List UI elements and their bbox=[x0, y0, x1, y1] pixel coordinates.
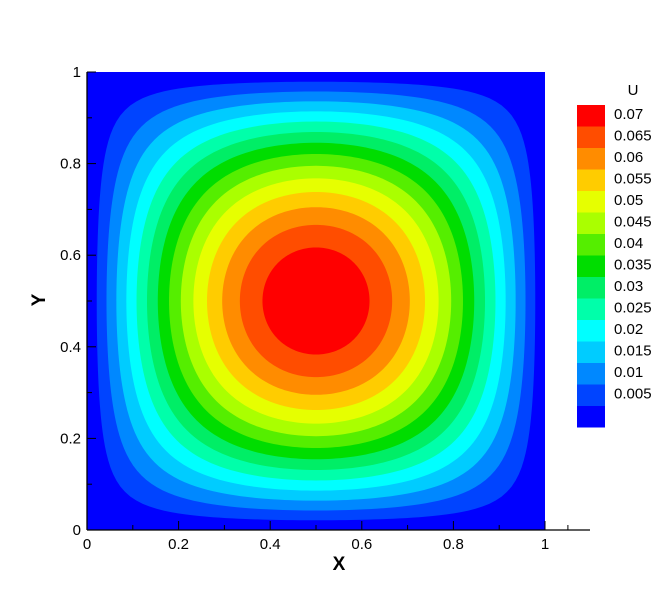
legend-swatch bbox=[577, 363, 605, 385]
y-tick-label: 1 bbox=[73, 64, 81, 81]
legend-label: 0.06 bbox=[614, 149, 643, 166]
color-legend: U 0.070.0650.060.0550.050.0450.040.0350.… bbox=[577, 82, 652, 428]
legend-label: 0.03 bbox=[614, 278, 643, 295]
legend-swatch bbox=[577, 234, 605, 256]
x-tick-label: 0.8 bbox=[443, 536, 464, 553]
legend-label: 0.035 bbox=[614, 257, 652, 274]
x-tick-label: 0 bbox=[83, 536, 91, 553]
contour-fill-layer bbox=[87, 72, 545, 530]
x-tick-label: 1 bbox=[541, 536, 549, 553]
legend-labels: 0.07 0.065 0.06 0.055 0.05 0.045 0.04 0.035 0.03… bbox=[614, 106, 652, 403]
y-tick-label: 0.2 bbox=[60, 430, 81, 447]
legend-swatch bbox=[577, 298, 605, 320]
y-axis-label: Y bbox=[29, 293, 50, 306]
contour-band-14 bbox=[262, 247, 370, 355]
legend-swatch bbox=[577, 255, 605, 277]
legend-label: 0.025 bbox=[614, 300, 652, 317]
legend-swatch bbox=[577, 384, 605, 406]
legend-label: 0.005 bbox=[614, 386, 652, 403]
legend-label: 0.04 bbox=[614, 235, 643, 252]
legend-swatch bbox=[577, 169, 605, 191]
legend-label: 0.05 bbox=[614, 192, 643, 209]
legend-swatches bbox=[577, 105, 605, 428]
legend-swatch bbox=[577, 126, 605, 148]
legend-swatch bbox=[577, 191, 605, 213]
y-tick-label: 0 bbox=[73, 522, 81, 539]
legend-swatch bbox=[577, 277, 605, 299]
y-axis-ticks: 0 0.2 0.4 0.6 0.8 1 bbox=[60, 64, 96, 539]
legend-swatch bbox=[577, 148, 605, 170]
x-axis-label: X bbox=[333, 554, 346, 575]
axes: 0 0.2 0.4 0.6 0.8 1 0 0.2 0.4 0.6 0.8 1 X Y bbox=[29, 64, 590, 575]
legend-swatch bbox=[577, 320, 605, 342]
legend-label: 0.065 bbox=[614, 128, 652, 145]
legend-label: 0.01 bbox=[614, 364, 643, 381]
legend-swatch bbox=[577, 406, 605, 428]
y-tick-label: 0.6 bbox=[60, 247, 81, 264]
legend-label: 0.07 bbox=[614, 106, 643, 123]
legend-label: 0.055 bbox=[614, 171, 652, 188]
x-tick-label: 0.2 bbox=[168, 536, 189, 553]
legend-swatch bbox=[577, 341, 605, 363]
x-tick-label: 0.6 bbox=[351, 536, 372, 553]
legend-title: U bbox=[628, 82, 639, 99]
legend-swatch bbox=[577, 212, 605, 234]
legend-label: 0.015 bbox=[614, 343, 652, 360]
legend-swatch bbox=[577, 105, 605, 127]
plot-area bbox=[87, 72, 545, 530]
x-axis-ticks: 0 0.2 0.4 0.6 0.8 1 bbox=[83, 521, 569, 553]
legend-label: 0.045 bbox=[614, 214, 652, 231]
x-tick-label: 0.4 bbox=[260, 536, 281, 553]
legend-label: 0.02 bbox=[614, 321, 643, 338]
y-tick-label: 0.4 bbox=[60, 339, 81, 356]
y-tick-label: 0.8 bbox=[60, 156, 81, 173]
